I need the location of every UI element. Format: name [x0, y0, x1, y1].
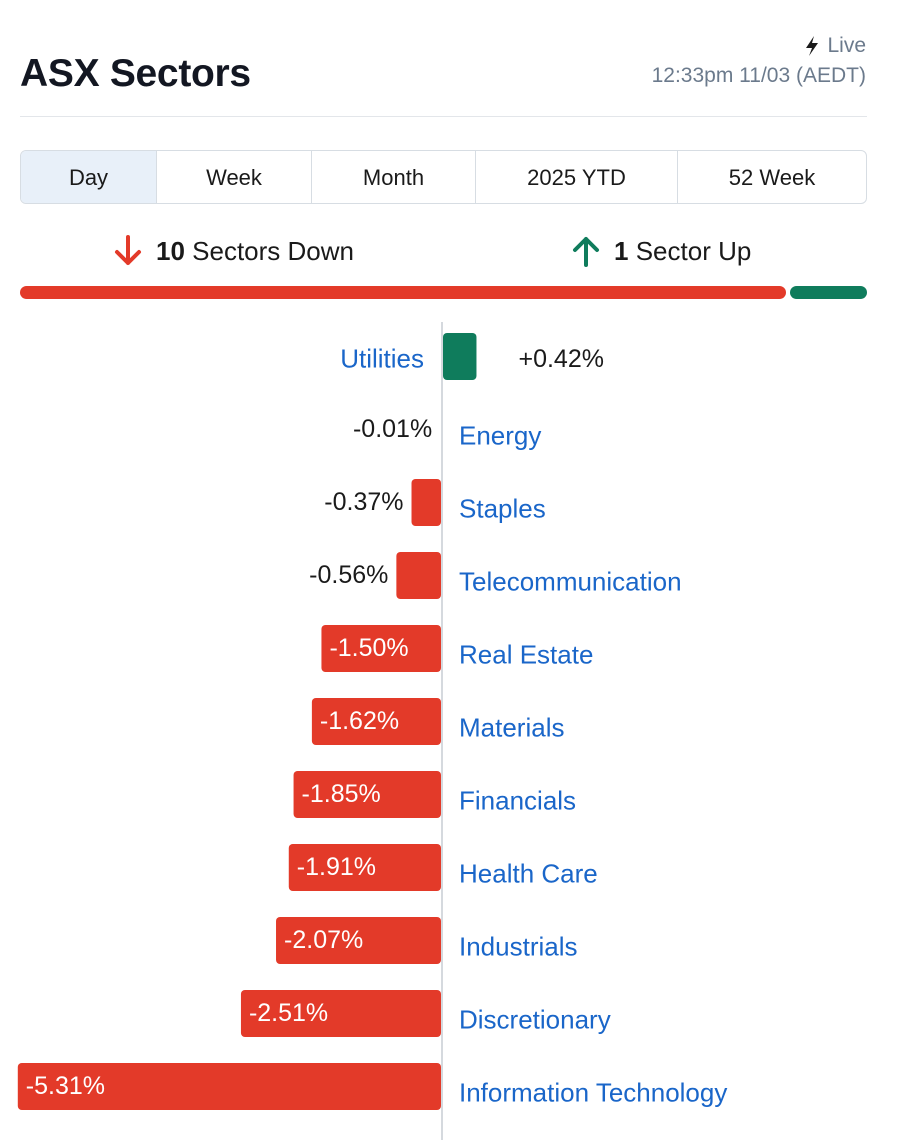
bar-value-label: -2.07%: [284, 926, 363, 954]
bar-real-estate: [321, 625, 441, 672]
bar-value-label: -1.50%: [329, 634, 408, 662]
sector-link-staples[interactable]: Staples: [459, 494, 546, 524]
bar-value-label: -0.01%: [353, 415, 432, 443]
bar-financials: [293, 771, 441, 818]
down-count: 10: [156, 235, 185, 266]
live-indicator: Live: [803, 34, 866, 58]
bar-value-label: +0.42%: [518, 345, 604, 373]
sector-link-industrials[interactable]: Industrials: [459, 932, 578, 962]
sector-link-information-technology[interactable]: Information Technology: [459, 1078, 727, 1108]
arrow-down-icon: [115, 235, 141, 265]
bar-value-label: -1.62%: [320, 707, 399, 735]
bar-value-label: -0.56%: [309, 561, 388, 589]
sector-link-health-care[interactable]: Health Care: [459, 859, 598, 889]
period-tabs: Day Week Month 2025 YTD 52 Week: [20, 150, 867, 204]
bar-industrials: [276, 917, 441, 964]
sector-link-discretionary[interactable]: Discretionary: [459, 1005, 611, 1035]
sector-link-materials[interactable]: Materials: [459, 713, 564, 743]
bar-materials: [311, 698, 441, 745]
live-label: Live: [827, 34, 866, 57]
up-label: Sector Up: [635, 235, 752, 266]
sectors-down-summary: 10 Sectors Down: [112, 234, 354, 268]
header-divider: [20, 116, 867, 117]
tab-day[interactable]: Day: [21, 151, 157, 203]
bar-value-label: -1.91%: [297, 853, 376, 881]
bar-staples: [411, 479, 441, 526]
tab-month[interactable]: Month: [312, 151, 476, 203]
sector-link-real-estate[interactable]: Real Estate: [459, 640, 593, 670]
lightning-bolt-icon: [806, 36, 819, 56]
bar-discretionary: [240, 990, 441, 1037]
sectors-up-summary: 1 Sector Up: [570, 234, 751, 268]
sector-link-utilities[interactable]: Utilities: [340, 344, 424, 374]
timestamp: 12:33pm 11/03 (AEDT): [651, 64, 866, 87]
bar-health-care: [288, 844, 441, 891]
bar-value-label: -1.85%: [302, 780, 381, 808]
arrow-up-icon: [573, 237, 599, 267]
down-label: Sectors Down: [192, 235, 354, 266]
bar-utilities: [443, 333, 477, 380]
bar-value-label: -5.31%: [26, 1072, 105, 1100]
bar-value-label: -0.37%: [324, 488, 403, 516]
bar-information-technology: [17, 1063, 441, 1110]
bar-telecommunication: [396, 552, 441, 599]
sector-link-energy[interactable]: Energy: [459, 421, 541, 451]
page-title: ASX Sectors: [20, 52, 251, 95]
down-ratio-bar: [20, 286, 786, 299]
sector-link-telecommunication[interactable]: Telecommunication: [459, 567, 682, 597]
bar-value-label: -2.51%: [249, 999, 328, 1027]
tab-52-week[interactable]: 52 Week: [728, 165, 816, 190]
sector-link-financials[interactable]: Financials: [459, 786, 576, 816]
up-count: 1: [614, 235, 629, 266]
tab-2025-ytd[interactable]: 2025 YTD: [476, 151, 678, 203]
sector-bar-chart: +0.42% Utilities -0.01% Energy -0.37% Staples…: [17, 322, 727, 1140]
up-ratio-bar: [790, 286, 867, 299]
tab-week[interactable]: Week: [157, 151, 312, 203]
